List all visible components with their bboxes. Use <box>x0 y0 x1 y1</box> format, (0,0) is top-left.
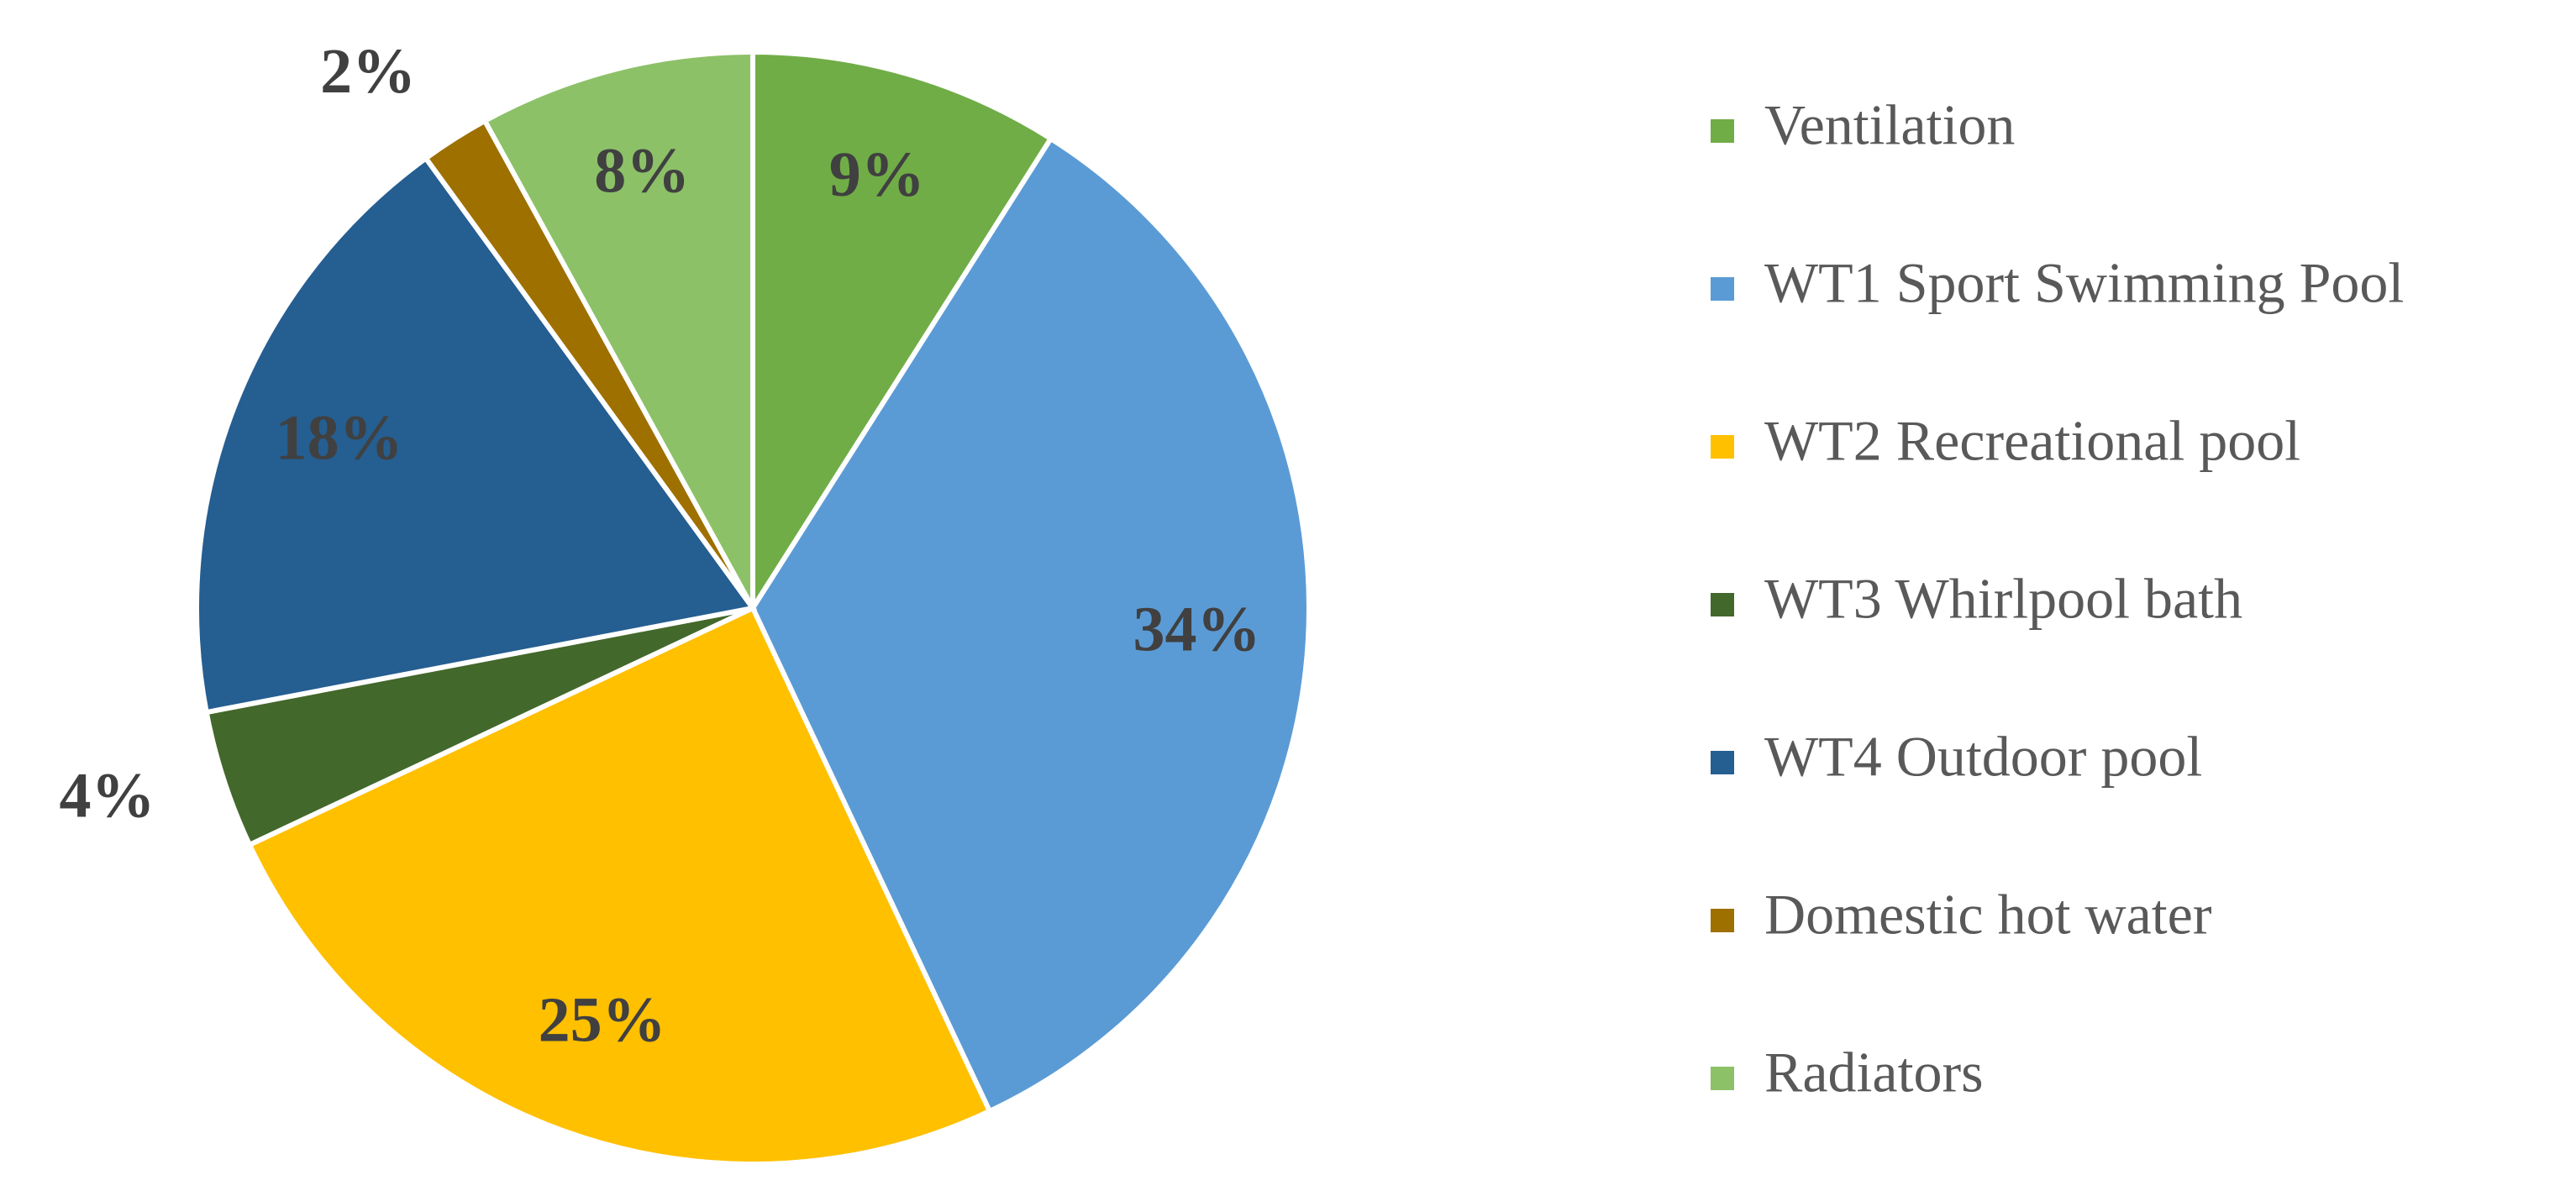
pie-slice <box>749 134 1312 1115</box>
legend-swatch <box>1711 909 1734 932</box>
data-label: 9% <box>829 139 925 210</box>
legend-label: Domestic hot water <box>1764 883 2212 947</box>
legend-swatch <box>1711 119 1734 143</box>
data-label: 25% <box>539 985 666 1056</box>
legend-swatch <box>1711 1067 1734 1090</box>
data-label: 8% <box>594 135 690 206</box>
legend-label: WT3 Whirlpool bath <box>1764 567 2242 631</box>
data-label: 2% <box>320 36 416 107</box>
pie-slice <box>246 605 993 1167</box>
data-label: 18% <box>276 402 403 473</box>
legend-swatch <box>1711 435 1734 459</box>
legend-swatch <box>1711 751 1734 774</box>
legend-label: WT1 Sport Swimming Pool <box>1764 251 2404 315</box>
legend-label: Ventilation <box>1764 93 2015 157</box>
pie-slice <box>194 155 758 716</box>
pie-slice <box>481 49 755 610</box>
pie-slice <box>750 49 1054 617</box>
legend-label: WT2 Recreational pool <box>1764 409 2300 473</box>
legend-swatch <box>1711 593 1734 616</box>
data-label: 4% <box>60 761 155 831</box>
legend-swatch <box>1711 277 1734 301</box>
data-label: 34% <box>1133 595 1261 665</box>
legend-label: Radiators <box>1764 1041 1984 1104</box>
legend-label: WT4 Outdoor pool <box>1764 725 2202 789</box>
